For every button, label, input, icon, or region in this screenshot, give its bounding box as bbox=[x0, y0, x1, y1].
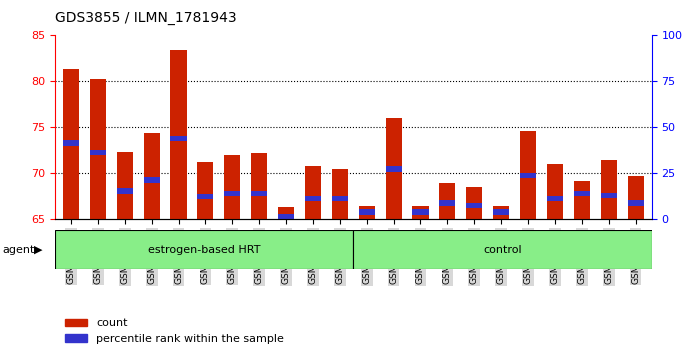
Bar bbox=[117, 152, 133, 219]
Bar bbox=[305, 166, 321, 219]
Bar bbox=[573, 181, 590, 219]
Bar bbox=[386, 118, 402, 219]
Bar bbox=[278, 214, 294, 219]
Bar bbox=[278, 207, 294, 219]
Bar bbox=[143, 177, 160, 183]
Bar bbox=[601, 160, 617, 219]
Text: GDS3855 / ILMN_1781943: GDS3855 / ILMN_1781943 bbox=[55, 11, 237, 25]
Text: ▶: ▶ bbox=[34, 245, 43, 255]
Bar bbox=[198, 162, 213, 219]
Bar bbox=[224, 191, 240, 196]
Bar bbox=[359, 206, 375, 219]
Bar bbox=[439, 183, 456, 219]
Bar bbox=[332, 169, 348, 219]
Bar bbox=[359, 209, 375, 215]
Legend: count, percentile rank within the sample: count, percentile rank within the sample bbox=[60, 314, 288, 348]
FancyBboxPatch shape bbox=[353, 230, 652, 269]
Bar bbox=[520, 172, 536, 178]
Text: estrogen-based HRT: estrogen-based HRT bbox=[148, 245, 260, 255]
Bar bbox=[171, 136, 187, 141]
Bar bbox=[466, 187, 482, 219]
Text: control: control bbox=[483, 245, 522, 255]
Bar bbox=[305, 195, 321, 201]
Bar bbox=[547, 195, 563, 201]
Bar bbox=[439, 200, 456, 206]
Text: agent: agent bbox=[2, 245, 34, 255]
FancyBboxPatch shape bbox=[55, 230, 353, 269]
Bar bbox=[628, 200, 643, 206]
Bar bbox=[412, 206, 429, 219]
Bar bbox=[90, 149, 106, 155]
Bar bbox=[601, 193, 617, 198]
Bar bbox=[412, 209, 429, 215]
Bar bbox=[386, 166, 402, 172]
Bar bbox=[573, 191, 590, 196]
Bar bbox=[90, 79, 106, 219]
Bar bbox=[493, 206, 509, 219]
Bar bbox=[143, 133, 160, 219]
Bar bbox=[117, 188, 133, 194]
Bar bbox=[251, 153, 268, 219]
Bar bbox=[493, 209, 509, 215]
Bar bbox=[171, 50, 187, 219]
Bar bbox=[520, 131, 536, 219]
Bar bbox=[251, 191, 268, 196]
Bar bbox=[198, 194, 213, 199]
Bar bbox=[63, 69, 79, 219]
Bar bbox=[63, 140, 79, 146]
Bar bbox=[332, 195, 348, 201]
Bar bbox=[547, 164, 563, 219]
Bar bbox=[466, 203, 482, 209]
Bar bbox=[628, 176, 643, 219]
Bar bbox=[224, 155, 240, 219]
